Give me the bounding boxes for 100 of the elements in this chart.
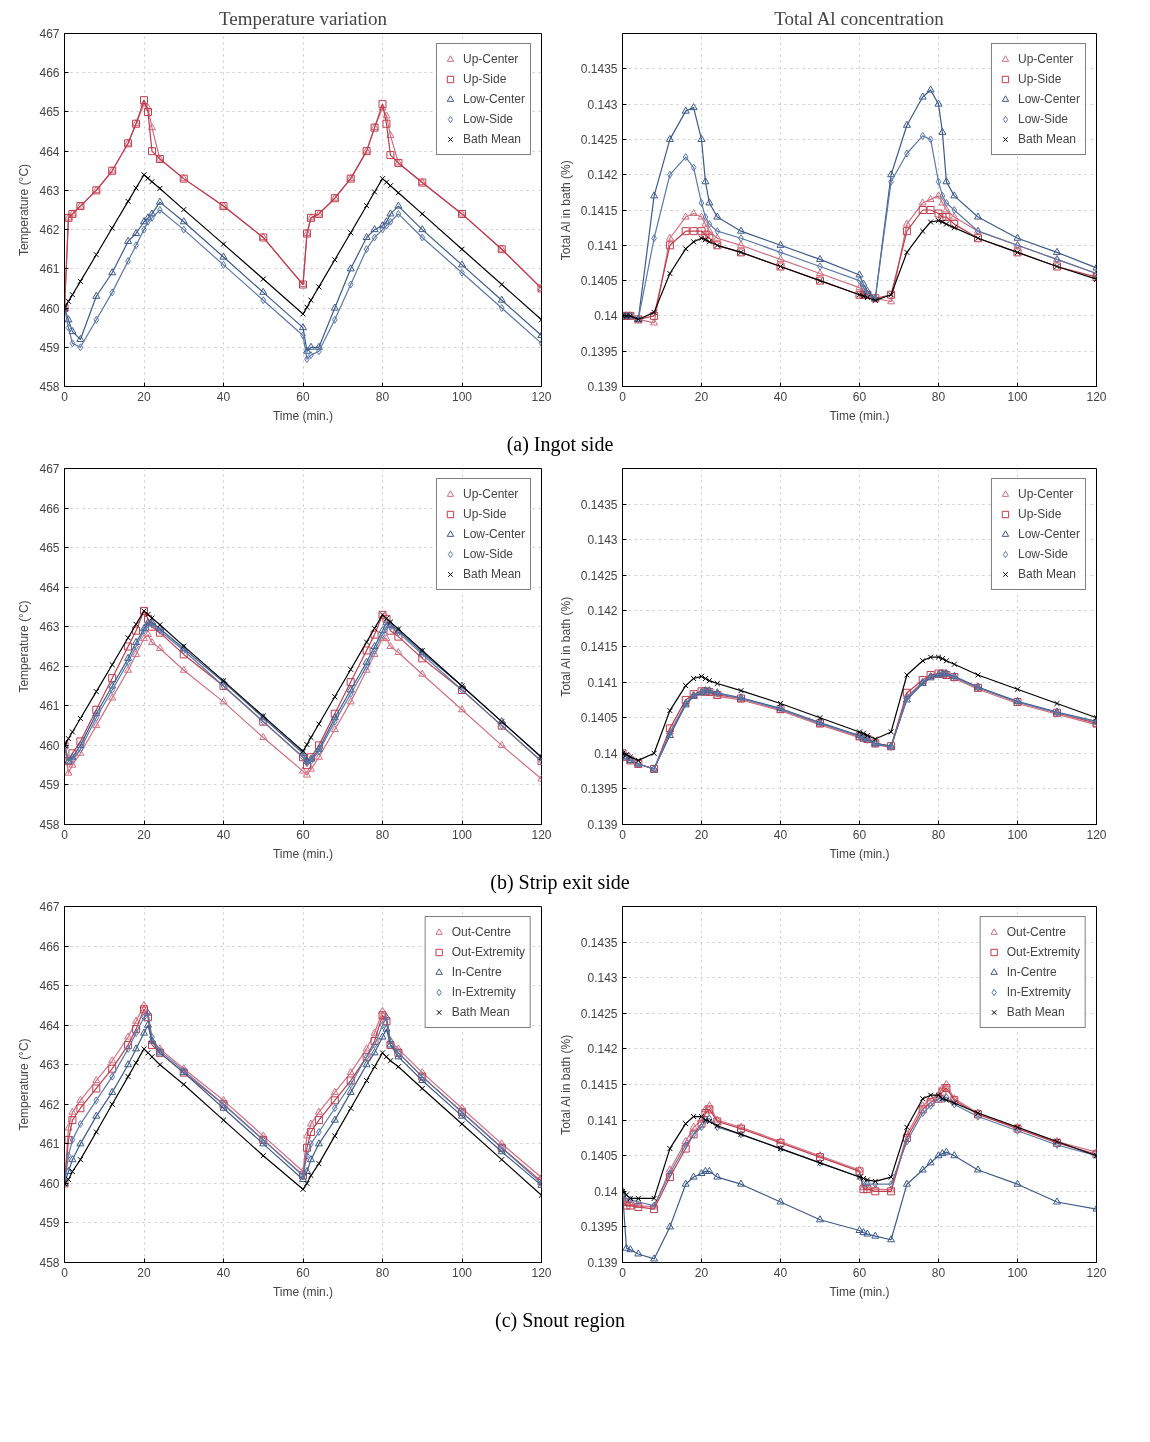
y-tick-label: 0.1395 bbox=[580, 1220, 618, 1235]
legend-label: Up-Center bbox=[1017, 52, 1074, 66]
legend-label: Low-Side bbox=[1017, 547, 1068, 561]
x-tick-label: 80 bbox=[375, 827, 390, 842]
legend-label: Up-Side bbox=[1017, 72, 1062, 86]
x-tick-label: 40 bbox=[773, 389, 788, 404]
y-tick-label: 0.143 bbox=[587, 971, 618, 986]
x-tick-label: 60 bbox=[852, 389, 867, 404]
y-tick-label: 458 bbox=[39, 818, 60, 832]
legend-label: Up-Side bbox=[462, 507, 507, 521]
legend-label: Low-Center bbox=[462, 92, 525, 106]
x-tick-label: 0 bbox=[619, 827, 627, 842]
y-tick-label: 467 bbox=[39, 27, 60, 41]
y-tick-label: 0.1415 bbox=[580, 203, 618, 218]
y-tick-label: 0.14 bbox=[594, 1184, 618, 1199]
chart-title: Total Al concentration bbox=[774, 7, 945, 29]
x-tick-label: 40 bbox=[216, 827, 231, 842]
x-tick-label: 60 bbox=[296, 389, 310, 404]
y-tick-label: 462 bbox=[39, 223, 60, 238]
x-tick-label: 120 bbox=[531, 1265, 552, 1280]
x-tick-label: 20 bbox=[137, 827, 151, 842]
y-tick-label: 460 bbox=[39, 738, 60, 753]
x-tick-label: 80 bbox=[375, 1265, 390, 1280]
y-tick-label: 0.1425 bbox=[580, 568, 618, 583]
y-tick-label: 0.1425 bbox=[580, 1006, 618, 1021]
y-tick-label: 0.1395 bbox=[580, 782, 618, 797]
y-tick-label: 0.143 bbox=[587, 97, 618, 112]
x-tick-label: 100 bbox=[1007, 827, 1028, 842]
y-tick-label: 462 bbox=[39, 659, 60, 674]
y-tick-label: 0.1435 bbox=[580, 62, 618, 77]
legend-label: Low-Side bbox=[462, 547, 513, 561]
x-tick-label: 60 bbox=[852, 827, 867, 842]
legend-label: In-Centre bbox=[1006, 965, 1057, 979]
x-tick-label: 40 bbox=[773, 827, 788, 842]
y-tick-label: 463 bbox=[39, 620, 60, 635]
y-tick-label: 460 bbox=[39, 1176, 60, 1191]
x-tick-label: 0 bbox=[61, 389, 69, 404]
y-tick-label: 0.139 bbox=[587, 380, 618, 394]
chart-title: Temperature variation bbox=[219, 7, 388, 29]
legend-label: Up-Center bbox=[1017, 487, 1074, 501]
y-tick-label: 0.1395 bbox=[580, 344, 618, 359]
y-tick-label: 0.1405 bbox=[580, 1149, 618, 1164]
y-tick-label: 461 bbox=[39, 262, 60, 277]
x-axis-title: Time (min.) bbox=[829, 408, 890, 423]
text: (b) Strip exit side bbox=[490, 870, 630, 896]
y-tick-label: 464 bbox=[39, 580, 60, 595]
y-tick-label: 463 bbox=[39, 183, 60, 198]
legend-label: In-Extremity bbox=[1006, 985, 1071, 999]
y-tick-label: 0.1415 bbox=[580, 640, 618, 654]
y-tick-label: 467 bbox=[39, 462, 60, 476]
legend-label: In-Extremity bbox=[451, 985, 516, 999]
legend-label: Low-Side bbox=[1017, 112, 1068, 126]
legend-label: Bath Mean bbox=[1017, 567, 1077, 581]
y-tick-label: 465 bbox=[39, 979, 60, 994]
y-tick-label: 458 bbox=[39, 1256, 60, 1270]
legend-label: Out-Centre bbox=[1006, 925, 1067, 939]
x-axis-title: Time (min.) bbox=[829, 1284, 890, 1299]
x-axis-title: Time (min.) bbox=[272, 408, 334, 423]
y-tick-label: 0.1435 bbox=[580, 935, 618, 950]
y-tick-label: 466 bbox=[39, 939, 60, 954]
x-tick-label: 60 bbox=[296, 827, 310, 842]
x-axis-title: Time (min.) bbox=[272, 1284, 334, 1299]
y-tick-label: 0.142 bbox=[587, 168, 618, 183]
legend-label: Low-Center bbox=[1017, 92, 1080, 106]
y-axis-title: Total Al in bath (%) bbox=[558, 596, 573, 697]
legend-label: Up-Center bbox=[462, 52, 519, 66]
x-axis-title: Time (min.) bbox=[272, 846, 334, 861]
legend-label: Low-Side bbox=[462, 112, 513, 126]
y-tick-label: 0.1415 bbox=[580, 1078, 618, 1092]
y-tick-label: 461 bbox=[39, 699, 60, 714]
y-tick-label: 0.142 bbox=[587, 1042, 618, 1057]
x-tick-label: 20 bbox=[694, 827, 709, 842]
legend-label: Bath Mean bbox=[451, 1005, 510, 1019]
x-tick-label: 80 bbox=[931, 389, 946, 404]
x-tick-label: 80 bbox=[931, 1265, 946, 1280]
y-tick-label: 467 bbox=[39, 900, 60, 914]
y-tick-label: 459 bbox=[39, 1216, 60, 1231]
y-tick-label: 0.141 bbox=[587, 1113, 618, 1128]
legend-label: Bath Mean bbox=[1017, 132, 1077, 146]
x-tick-label: 20 bbox=[694, 389, 709, 404]
x-tick-label: 100 bbox=[1007, 1265, 1028, 1280]
x-tick-label: 0 bbox=[619, 1265, 627, 1280]
y-tick-label: 0.142 bbox=[587, 604, 618, 619]
y-axis-title: Total Al in bath (%) bbox=[558, 1034, 573, 1135]
x-tick-label: 80 bbox=[375, 389, 390, 404]
y-tick-label: 0.141 bbox=[587, 238, 618, 253]
x-tick-label: 120 bbox=[1086, 389, 1107, 404]
legend-label: Out-Centre bbox=[451, 925, 512, 939]
legend-label: Bath Mean bbox=[462, 132, 522, 146]
x-tick-label: 40 bbox=[216, 389, 231, 404]
y-tick-label: 0.1405 bbox=[580, 711, 618, 726]
x-tick-label: 100 bbox=[451, 827, 473, 842]
y-tick-label: 466 bbox=[39, 501, 60, 516]
legend-label: Bath Mean bbox=[462, 567, 522, 581]
y-tick-label: 462 bbox=[39, 1097, 60, 1112]
y-tick-label: 0.1405 bbox=[580, 274, 618, 289]
x-tick-label: 120 bbox=[1086, 827, 1107, 842]
y-tick-label: 463 bbox=[39, 1058, 60, 1073]
text: (c) Snout region bbox=[495, 1308, 625, 1334]
y-tick-label: 0.139 bbox=[587, 818, 618, 832]
